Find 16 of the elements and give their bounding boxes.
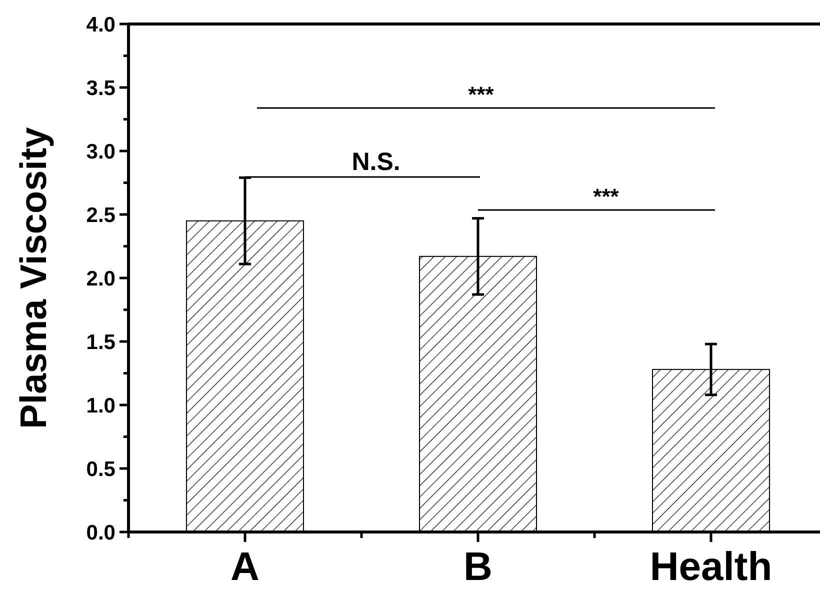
y-tick-label: 1.5 (86, 330, 116, 354)
y-tick-label: 2.5 (86, 204, 116, 227)
annotation: *** (593, 184, 620, 209)
x-tick-label: A (230, 545, 260, 589)
y-tick-label: 3.0 (86, 140, 116, 164)
x-tick-label: Health (650, 545, 772, 589)
y-tick-label: 2.0 (86, 267, 116, 290)
y-axis-title: Plasma Viscosity (13, 126, 54, 429)
x-tick-label: B (464, 545, 492, 589)
annotation: N.S. (352, 148, 400, 176)
y-tick-label: 1.0 (86, 394, 116, 418)
y-tick-label: 3.5 (86, 76, 116, 100)
y-tick-label: 0.0 (86, 521, 116, 544)
annotation: *** (468, 82, 494, 107)
y-tick-label: 0.5 (86, 458, 116, 481)
y-tick-label: 4.0 (86, 13, 116, 36)
